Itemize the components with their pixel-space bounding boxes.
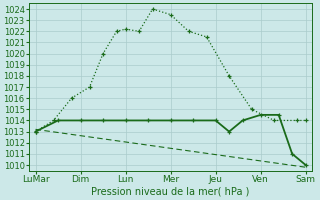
X-axis label: Pression niveau de la mer( hPa ): Pression niveau de la mer( hPa ) <box>92 187 250 197</box>
